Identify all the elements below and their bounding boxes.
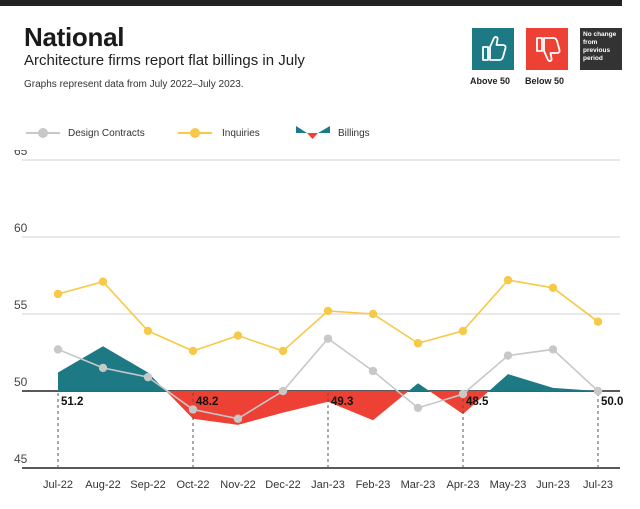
top-rule <box>0 0 622 6</box>
inquiries-point <box>413 339 423 348</box>
date-range-note: Graphs represent data from July 2022–Jul… <box>24 79 244 90</box>
design-contracts-point <box>503 351 513 360</box>
x-tick-label: Jul-22 <box>43 479 73 491</box>
legend-inquiries-label: Inquiries <box>222 128 260 139</box>
legend-design-contracts-label: Design Contracts <box>68 128 145 139</box>
billings-area-above <box>489 374 598 391</box>
design-contracts-point <box>98 363 108 373</box>
inquiries-point <box>53 289 63 299</box>
inquiries-point <box>323 306 333 316</box>
design-contracts-point <box>233 414 243 423</box>
y-tick-label: 65 <box>14 150 28 158</box>
legend-billings-label: Billings <box>338 128 370 139</box>
design-contracts-point <box>323 334 333 343</box>
inquiries-point <box>593 317 603 326</box>
design-contracts-point <box>368 366 378 376</box>
billings-area-below <box>429 391 489 415</box>
legend-billings: Billings <box>294 124 404 144</box>
x-tick-label: Feb-23 <box>356 479 391 491</box>
x-tick-label: Nov-22 <box>220 479 255 491</box>
design-contracts-point <box>188 405 198 414</box>
y-tick-label: 55 <box>14 298 28 312</box>
design-contracts-point <box>143 372 153 382</box>
thumbs-down-icon <box>536 37 561 62</box>
billings-value-label: 49.3 <box>331 396 353 408</box>
billings-chart: 51.2 48.2 49.3 48.5 50.0 45 50 55 60 65 Jul-22 Aug… <box>14 150 623 491</box>
x-tick-label: Mar-23 <box>401 479 436 491</box>
legend-billings-area-icon <box>296 126 330 139</box>
design-contracts-point <box>548 345 558 354</box>
x-tick-label: Apr-23 <box>446 479 479 491</box>
inquiries-point <box>503 275 513 285</box>
design-contracts-point <box>278 386 288 396</box>
legend-gray-line-icon <box>26 128 60 138</box>
design-contracts-point <box>593 386 603 396</box>
inquiries-point <box>278 346 288 356</box>
billings-value-label: 50.0 <box>601 396 623 408</box>
x-tick-label: Aug-22 <box>85 479 120 491</box>
design-contracts-point <box>413 403 423 413</box>
above-50-key <box>472 28 514 70</box>
design-contracts-point <box>53 345 63 354</box>
inquiries-point <box>548 283 558 293</box>
x-tick-label: May-23 <box>490 479 527 491</box>
x-tick-label: Oct-22 <box>176 479 209 491</box>
x-tick-label: Dec-22 <box>265 479 300 491</box>
x-tick-label: Jan-23 <box>311 479 345 491</box>
legend-inquiries: Inquiries <box>176 124 286 144</box>
chart-legend: Design Contracts Inquiries Billings <box>24 124 424 144</box>
legend-design-contracts: Design Contracts <box>24 124 164 144</box>
inquiries-point <box>233 331 243 340</box>
x-tick-label: Sep-22 <box>130 479 165 491</box>
billings-area-above <box>58 346 166 391</box>
page-title: National <box>24 22 125 52</box>
x-tick-label: Jun-23 <box>536 479 570 491</box>
billings-value-label: 51.2 <box>61 396 83 408</box>
thumbs-up-icon <box>482 36 507 61</box>
x-tick-label: Jul-23 <box>583 479 613 491</box>
billings-value-label: 48.2 <box>196 396 218 408</box>
below-50-key <box>526 28 568 70</box>
billings-value-label: 48.5 <box>466 396 489 408</box>
page-subtitle: Architecture firms report flat billings … <box>24 52 305 69</box>
billings-area-above <box>408 383 430 391</box>
design-contracts-point <box>458 389 468 399</box>
legend-yellow-line-icon <box>178 128 212 138</box>
below-50-label: Below 50 <box>525 76 565 86</box>
inquiries-point <box>368 309 378 319</box>
inquiries-point <box>143 326 153 336</box>
above-50-label: Above 50 <box>470 76 511 86</box>
inquiries-point <box>458 326 468 336</box>
y-tick-label: 50 <box>14 375 28 389</box>
inquiries-point <box>98 277 108 286</box>
y-tick-label: 60 <box>14 221 28 235</box>
no-change-key: No change from previous period <box>580 28 622 70</box>
y-tick-label: 45 <box>14 452 28 466</box>
inquiries-point <box>188 346 198 356</box>
